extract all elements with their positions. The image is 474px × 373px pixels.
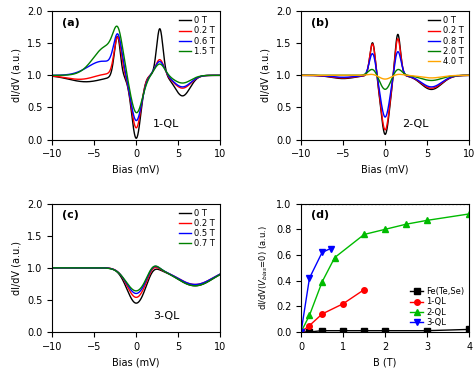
Text: 3-QL: 3-QL bbox=[153, 311, 180, 321]
X-axis label: Bias (mV): Bias (mV) bbox=[112, 357, 160, 367]
X-axis label: Bias (mV): Bias (mV) bbox=[361, 165, 409, 175]
X-axis label: B (T): B (T) bbox=[374, 357, 397, 367]
Text: (c): (c) bbox=[62, 210, 79, 220]
Y-axis label: dI/dV (a.u.): dI/dV (a.u.) bbox=[11, 241, 21, 295]
Legend: 0 T, 0.2 T, 0.8 T, 2.0 T, 4.0 T: 0 T, 0.2 T, 0.8 T, 2.0 T, 4.0 T bbox=[427, 15, 465, 67]
Y-axis label: dI/dV (a.u.): dI/dV (a.u.) bbox=[260, 48, 270, 102]
Y-axis label: dI/dV($V_{bias}$=0) (a.u.): dI/dV($V_{bias}$=0) (a.u.) bbox=[258, 225, 270, 310]
Legend: 0 T, 0.2 T, 0.5 T, 0.7 T: 0 T, 0.2 T, 0.5 T, 0.7 T bbox=[178, 208, 216, 249]
Y-axis label: dI/dV (a.u.): dI/dV (a.u.) bbox=[11, 48, 21, 102]
Text: 2-QL: 2-QL bbox=[402, 119, 428, 129]
Text: 1-QL: 1-QL bbox=[153, 119, 180, 129]
Text: (d): (d) bbox=[311, 210, 329, 220]
Legend: Fe(Te,Se), 1-QL, 2-QL, 3-QL: Fe(Te,Se), 1-QL, 2-QL, 3-QL bbox=[410, 286, 465, 328]
Text: (a): (a) bbox=[62, 18, 80, 28]
Text: (b): (b) bbox=[311, 18, 329, 28]
X-axis label: Bias (mV): Bias (mV) bbox=[112, 165, 160, 175]
Legend: 0 T, 0.2 T, 0.6 T, 1.5 T: 0 T, 0.2 T, 0.6 T, 1.5 T bbox=[178, 15, 216, 57]
